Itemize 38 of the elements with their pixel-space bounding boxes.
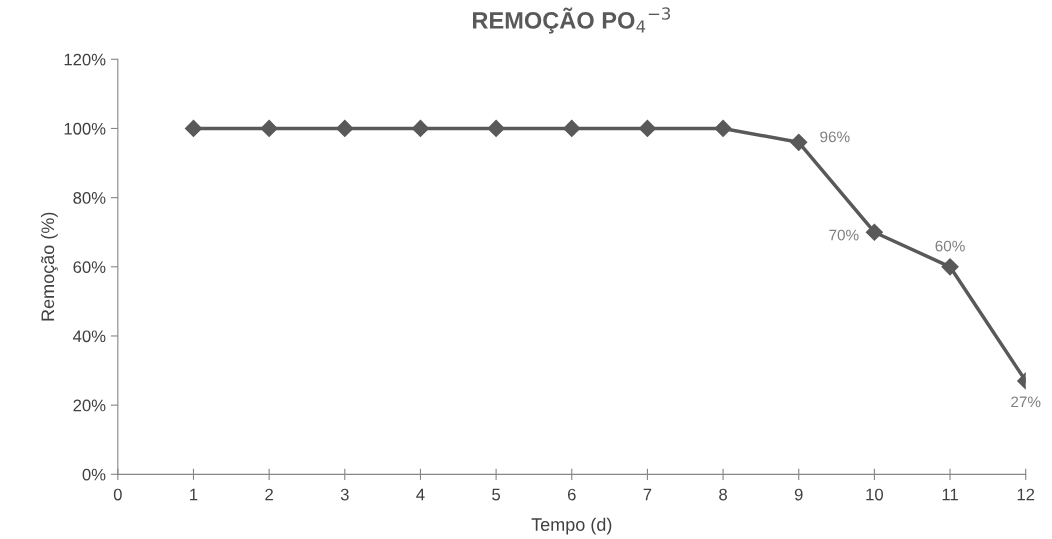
y-axis-title: Remoção (%) [40, 212, 58, 321]
point [184, 119, 203, 138]
point [260, 119, 278, 138]
data-label: 27% [1011, 396, 1041, 408]
x-tick-label: 10 [866, 488, 884, 501]
x-tick-label: 7 [643, 488, 652, 501]
x-tick-label: 6 [567, 488, 576, 501]
data-label: 70% [829, 229, 859, 241]
point [563, 119, 581, 138]
x-tick-label: 1 [190, 488, 198, 501]
point [714, 119, 732, 138]
y-tick-label: 60% [73, 261, 106, 274]
point [865, 223, 883, 241]
data-label: 96% [820, 131, 850, 143]
y-tick-label: 80% [73, 192, 106, 204]
x-axis-title: Tempo (d) [531, 517, 612, 535]
point [487, 119, 505, 138]
x-tick-label: 5 [492, 488, 501, 501]
data-label: 60% [935, 240, 965, 252]
x-tick-label: 4 [416, 488, 425, 501]
x-tick-label: 11 [942, 488, 958, 501]
point [411, 119, 430, 138]
point [638, 119, 656, 138]
y-tick-label: 100% [64, 122, 106, 135]
x-tick-label: 2 [265, 488, 273, 501]
y-tick-label: 20% [73, 399, 106, 412]
y-tick-label: 40% [73, 330, 106, 343]
x-tick-label: 3 [340, 488, 349, 501]
point [336, 119, 354, 138]
y-tick-label: 0% [82, 468, 106, 481]
point [790, 133, 808, 151]
x-tick-label: 9 [794, 488, 803, 501]
point [941, 258, 959, 276]
chart-title: REMOÇÃO PO$_{4}$$^{−3}$ [472, 7, 671, 34]
y-tick-label: 120% [64, 53, 106, 66]
x-tick-label: 12 [1017, 488, 1035, 501]
x-tick-label: 0 [113, 488, 122, 501]
x-tick-label: 8 [719, 488, 727, 501]
